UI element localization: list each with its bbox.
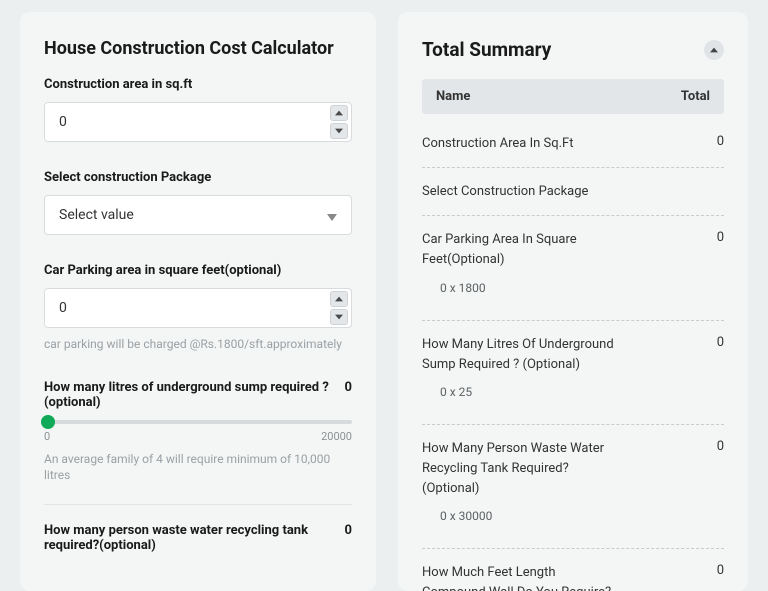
summary-row-total: 0 (717, 335, 724, 350)
summary-row-name: How Much Feet Length Compound Wall Do Yo… (422, 563, 622, 591)
label-package: Select construction Package (44, 170, 352, 185)
area-step-up[interactable] (330, 105, 348, 121)
chevron-down-icon (327, 206, 337, 225)
parking-value: 0 (59, 300, 67, 316)
label-construction-area: Construction area in sq.ft (44, 77, 352, 92)
package-select[interactable]: Select value (44, 195, 352, 235)
field-sump: How many litres of underground sump requ… (44, 380, 352, 483)
sump-helper: An average family of 4 will require mini… (44, 451, 352, 483)
page-title: House Construction Cost Calculator (44, 38, 352, 59)
parking-input[interactable]: 0 (44, 288, 352, 328)
field-parking: Car Parking area in square feet(optional… (44, 263, 352, 352)
summary-row: Select Construction Package (422, 168, 724, 216)
summary-panel: Total Summary Name Total Construction Ar… (398, 12, 748, 591)
summary-title: Total Summary (422, 38, 551, 61)
construction-area-value: 0 (59, 114, 67, 130)
field-package: Select construction Package Select value (44, 170, 352, 235)
parking-step-up[interactable] (330, 291, 348, 307)
parking-step-down[interactable] (330, 309, 348, 325)
label-sump: How many litres of underground sump requ… (44, 380, 335, 410)
package-select-value: Select value (59, 207, 134, 223)
sump-min: 0 (44, 430, 50, 443)
summary-row: How Many Litres Of Underground Sump Requ… (422, 321, 724, 425)
wwtank-value: 0 (345, 523, 352, 538)
chevron-up-icon (710, 47, 718, 53)
summary-row-total: 0 (717, 563, 724, 578)
label-parking: Car Parking area in square feet(optional… (44, 263, 352, 278)
field-construction-area: Construction area in sq.ft 0 (44, 77, 352, 142)
summary-row-total: 0 (717, 439, 724, 454)
field-wwtank: How many person waste water recycling ta… (44, 523, 352, 553)
summary-row-name: Construction Area In Sq.Ft (422, 134, 574, 154)
sump-slider[interactable] (44, 420, 352, 424)
summary-header-name: Name (436, 89, 470, 104)
summary-row: How Much Feet Length Compound Wall Do Yo… (422, 549, 724, 591)
area-step-down[interactable] (330, 123, 348, 139)
summary-row-sub: 0 x 1800 (422, 271, 724, 307)
calculator-panel: House Construction Cost Calculator Const… (20, 12, 376, 591)
sump-slider-thumb[interactable] (41, 415, 55, 429)
summary-header-total: Total (681, 89, 710, 104)
summary-row: How Many Person Waste Water Recycling Ta… (422, 425, 724, 549)
construction-area-input[interactable]: 0 (44, 102, 352, 142)
label-wwtank: How many person waste water recycling ta… (44, 523, 335, 553)
summary-row-total: 0 (717, 134, 724, 149)
summary-row-name: Select Construction Package (422, 182, 588, 202)
divider (44, 504, 352, 505)
summary-row-name: How Many Person Waste Water Recycling Ta… (422, 439, 622, 499)
summary-row-name: How Many Litres Of Underground Sump Requ… (422, 335, 622, 375)
collapse-button[interactable] (704, 40, 724, 60)
summary-row-sub: 0 x 25 (422, 375, 724, 411)
summary-row: Car Parking Area In Square Feet(Optional… (422, 216, 724, 320)
summary-row-total: 0 (717, 230, 724, 245)
summary-row-sub: 0 x 30000 (422, 499, 724, 535)
summary-row: Construction Area In Sq.Ft 0 (422, 120, 724, 168)
summary-header-row: Name Total (422, 79, 724, 114)
sump-value: 0 (345, 380, 352, 395)
summary-row-name: Car Parking Area In Square Feet(Optional… (422, 230, 622, 270)
summary-list: Construction Area In Sq.Ft 0 Select Cons… (422, 120, 724, 591)
sump-max: 20000 (321, 430, 352, 443)
parking-helper: car parking will be charged @Rs.1800/sft… (44, 336, 352, 352)
